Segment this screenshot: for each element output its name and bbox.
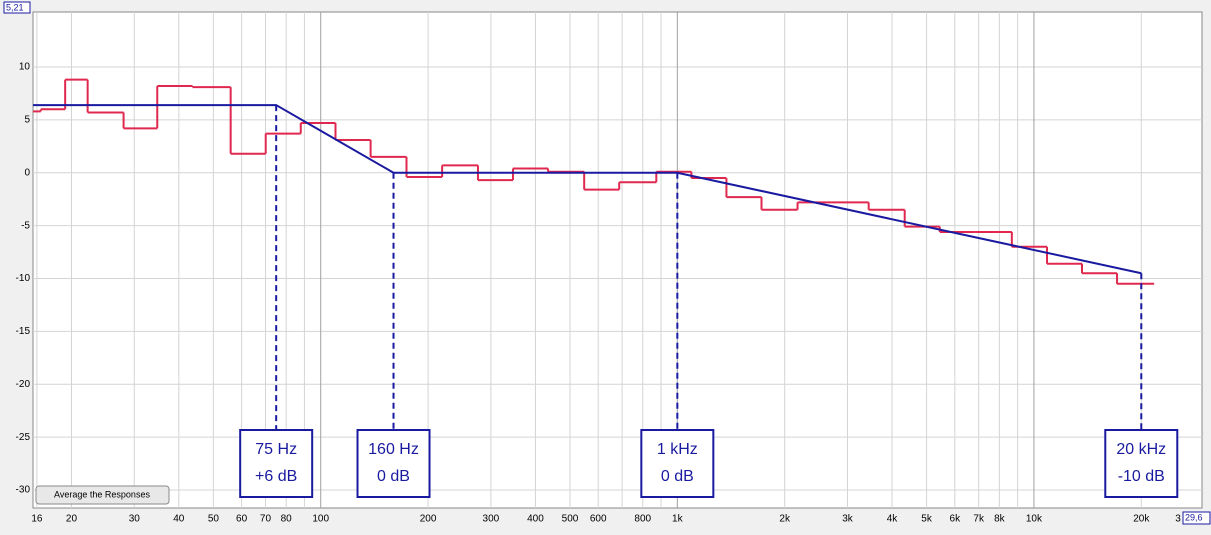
y-tick-label: -5 <box>21 220 30 231</box>
x-tick-label: 30 <box>129 514 141 525</box>
annotation-text: +6 dB <box>255 468 297 485</box>
x-tick-label: 2k <box>779 514 791 525</box>
y-tick-label: -30 <box>16 485 31 496</box>
annotation-text: 20 kHz <box>1116 441 1166 458</box>
x-tick-label: 1k <box>672 514 684 525</box>
x-tick-label: 70 <box>260 514 272 525</box>
x-tick-label: 6k <box>950 514 962 525</box>
x-tick-label: 10k <box>1026 514 1043 525</box>
x-tick-label: 300 <box>483 514 500 525</box>
x-tick-label: 60 <box>236 514 248 525</box>
x-tick-label: 5k <box>921 514 933 525</box>
annotation-text: 75 Hz <box>255 441 297 458</box>
right-edge-label: 3 <box>1175 514 1181 525</box>
y-tick-label: 0 <box>24 167 30 178</box>
x-tick-label: 3k <box>842 514 854 525</box>
y-tick-label: 5 <box>24 115 30 126</box>
annotation-box <box>239 429 314 498</box>
annotation-box <box>356 429 431 498</box>
right-corner-label: 29,6 <box>1185 512 1203 522</box>
x-tick-label: 7k <box>973 514 985 525</box>
x-tick-label: 200 <box>420 514 437 525</box>
plot-area <box>32 11 1203 509</box>
annotation-box <box>1104 429 1179 498</box>
corner-box <box>1182 511 1211 525</box>
annotation-text: 1 kHz <box>657 441 698 458</box>
x-tick-label: 50 <box>208 514 220 525</box>
x-tick-label: 20k <box>1133 514 1150 525</box>
x-tick-label: 20 <box>66 514 78 525</box>
x-tick-label: 400 <box>527 514 544 525</box>
annotation-text: 160 Hz <box>368 441 419 458</box>
y-tick-label: -10 <box>16 273 31 284</box>
x-tick-label: 4k <box>887 514 899 525</box>
annotation-text: 0 dB <box>377 468 410 485</box>
y-tick-label: -25 <box>16 432 31 443</box>
annotation-text: -10 dB <box>1118 468 1165 485</box>
annotation-box <box>640 429 715 498</box>
top-corner-label: 5,21 <box>6 2 24 12</box>
y-tick-label: -20 <box>16 379 31 390</box>
y-tick-label: -15 <box>16 326 31 337</box>
x-tick-label: 16 <box>31 514 43 525</box>
button-label: Average the Responses <box>54 489 150 499</box>
annotation-text: 0 dB <box>661 468 694 485</box>
y-tick-label: 10 <box>19 62 31 73</box>
x-tick-label: 8k <box>994 514 1006 525</box>
x-tick-label: 100 <box>312 514 329 525</box>
x-tick-label: 40 <box>173 514 185 525</box>
x-tick-label: 80 <box>281 514 293 525</box>
corner-box <box>3 1 31 14</box>
button-box[interactable] <box>35 485 170 505</box>
x-tick-label: 500 <box>562 514 579 525</box>
x-tick-label: 800 <box>634 514 651 525</box>
x-tick-label: 600 <box>590 514 607 525</box>
